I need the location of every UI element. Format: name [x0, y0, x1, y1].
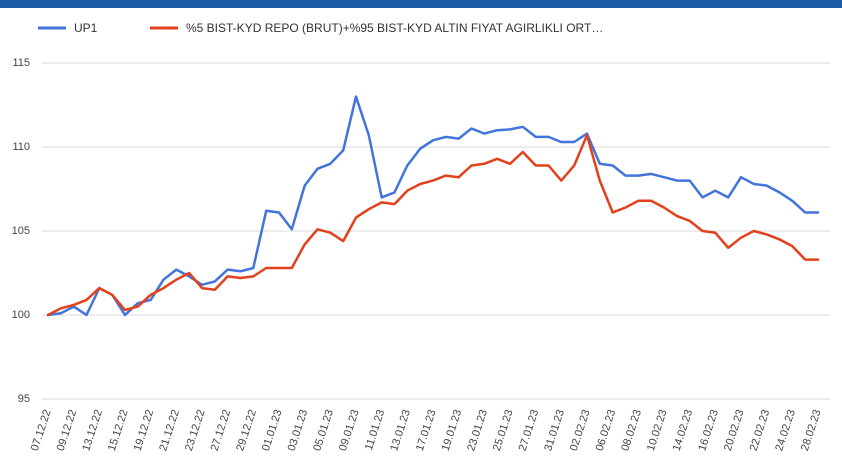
x-tick-label: 06.02.23 — [594, 408, 619, 452]
x-tick-label: 14.02.23 — [671, 408, 696, 452]
x-tick-label: 19.12.22 — [132, 408, 157, 452]
x-tick-label: 05.01.23 — [311, 408, 336, 452]
x-tick-label: 03.01.23 — [286, 408, 311, 452]
x-tick-label: 17.01.23 — [414, 408, 439, 452]
y-tick-label: 110 — [12, 141, 30, 153]
x-tick-label: 23.12.22 — [183, 408, 208, 452]
x-tick-label: 09.12.22 — [55, 408, 80, 452]
x-tick-label: 13.01.23 — [388, 408, 413, 452]
x-tick-label: 10.02.23 — [645, 408, 670, 452]
x-tick-label: 02.02.23 — [568, 408, 593, 452]
x-tick-label: 09.01.23 — [337, 408, 362, 452]
x-tick-label: 21.12.22 — [157, 408, 182, 452]
x-tick-label: 27.01.23 — [517, 408, 542, 452]
x-tick-label: 08.02.23 — [619, 408, 644, 452]
x-tick-label: 20.02.23 — [722, 408, 747, 452]
x-tick-label: 24.02.23 — [773, 408, 798, 452]
legend-label: %5 BIST-KYD REPO (BRUT)+%95 BIST-KYD ALT… — [186, 21, 603, 35]
x-tick-label: 23.01.23 — [465, 408, 490, 452]
x-tick-label: 07.12.22 — [29, 408, 54, 452]
x-tick-label: 22.02.23 — [748, 408, 773, 452]
series-line — [46, 133, 820, 317]
header-bar — [0, 0, 842, 8]
x-tick-label: 29.12.22 — [234, 408, 259, 452]
series-line — [46, 95, 820, 317]
y-tick-label: 100 — [12, 309, 30, 321]
x-tick-label: 19.01.23 — [440, 408, 465, 452]
legend-label: UP1 — [74, 21, 98, 35]
x-tick-label: 28.02.23 — [799, 408, 824, 452]
y-tick-label: 95 — [18, 393, 30, 405]
x-tick-label: 01.01.23 — [260, 408, 285, 452]
x-tick-label: 11.01.23 — [363, 408, 387, 452]
x-tick-label: 25.01.23 — [491, 408, 516, 452]
x-tick-label: 15.12.22 — [106, 408, 131, 452]
legend: UP1 %5 BIST-KYD REPO (BRUT)+%95 BIST-KYD … — [38, 21, 603, 35]
x-tick-label: 27.12.22 — [209, 408, 234, 452]
x-tick-label: 16.02.23 — [696, 408, 721, 452]
y-tick-label: 115 — [12, 57, 30, 69]
y-tick-label: 105 — [12, 225, 30, 237]
x-tick-label: 13.12.22 — [80, 408, 105, 452]
x-tick-label: 31.01.23 — [542, 408, 567, 452]
